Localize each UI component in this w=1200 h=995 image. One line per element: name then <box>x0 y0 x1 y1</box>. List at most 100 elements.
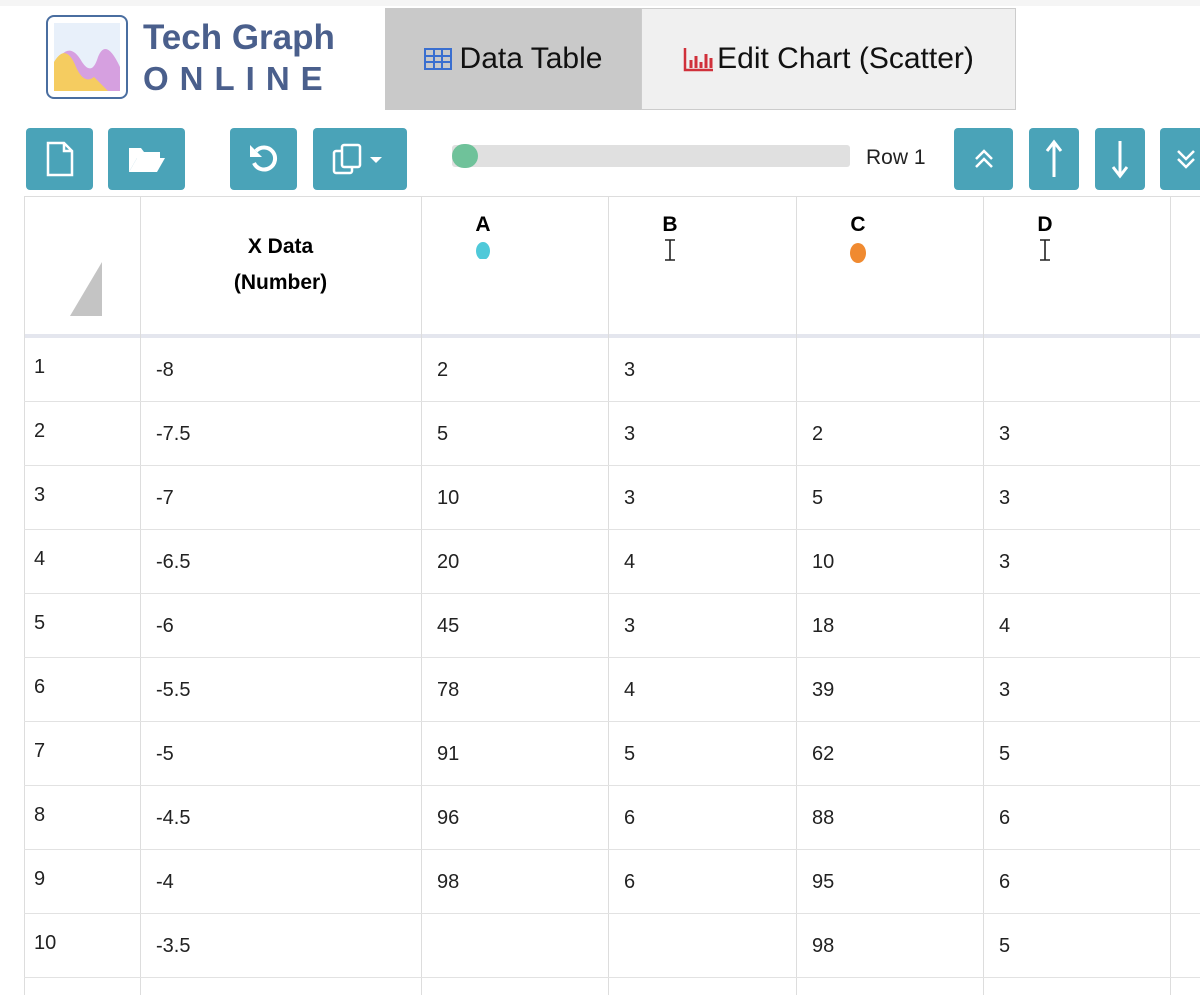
table-cell[interactable]: 18 <box>812 615 835 637</box>
header-label: A <box>475 213 491 236</box>
tab-label: Edit Chart (Scatter) <box>717 42 974 75</box>
row-border <box>24 657 1200 658</box>
icon <box>128 148 165 172</box>
icon <box>332 143 382 175</box>
row-number[interactable]: 1 <box>34 356 46 378</box>
table-cell[interactable]: -5 <box>156 743 174 765</box>
table-cell[interactable]: -6 <box>156 615 174 637</box>
table-cell[interactable]: 3 <box>624 615 636 637</box>
table-cell[interactable]: -7.5 <box>156 423 191 445</box>
table-cell[interactable]: 78 <box>437 679 460 701</box>
table-cell[interactable]: 3 <box>999 679 1011 701</box>
copy-button[interactable] <box>313 128 407 190</box>
undo-button[interactable] <box>230 128 297 190</box>
table-cell[interactable]: 62 <box>812 743 835 765</box>
row-number[interactable]: 4 <box>34 548 46 570</box>
table-cell[interactable]: 10 <box>812 551 835 573</box>
column-border <box>24 197 25 995</box>
header-label: B <box>662 213 678 236</box>
new-button[interactable] <box>26 128 93 190</box>
table-cell[interactable]: 4 <box>624 679 636 701</box>
row-number[interactable]: 2 <box>34 420 46 442</box>
table-cell[interactable]: -5.5 <box>156 679 191 701</box>
table-cell[interactable]: 98 <box>437 871 460 893</box>
column-header[interactable]: D <box>983 197 1107 336</box>
table-cell[interactable]: 5 <box>437 423 449 445</box>
table-cell[interactable]: 98 <box>812 935 835 957</box>
row-indicator: Row 1 <box>866 146 926 169</box>
table-cell[interactable]: 20 <box>437 551 460 573</box>
tab-data-table[interactable]: Data Table <box>385 8 641 110</box>
down-button[interactable] <box>1095 128 1145 190</box>
table-cell[interactable]: 6 <box>624 807 636 829</box>
logo-graphic <box>54 23 120 91</box>
row-number[interactable]: 6 <box>34 676 46 698</box>
table-cell[interactable]: -4.5 <box>156 807 191 829</box>
table-cell[interactable]: -6.5 <box>156 551 191 573</box>
row-number[interactable]: 3 <box>34 484 46 506</box>
row-border <box>24 593 1200 594</box>
column-header[interactable]: X Data (Number) <box>140 197 421 336</box>
table-cell[interactable]: 4 <box>999 615 1011 637</box>
first-row-button[interactable] <box>954 128 1013 190</box>
table-cell[interactable]: -3.5 <box>156 935 191 957</box>
column-border <box>421 197 422 995</box>
table-cell[interactable]: 3 <box>624 487 636 509</box>
column-header[interactable]: A <box>421 197 545 336</box>
table-cell[interactable]: 4 <box>624 551 636 573</box>
table-cell[interactable]: 5 <box>999 743 1011 765</box>
header-label: C <box>850 213 866 236</box>
table-cell[interactable]: 95 <box>812 871 835 893</box>
select-all-corner[interactable] <box>70 262 102 316</box>
table-cell[interactable]: 5 <box>812 487 824 509</box>
up-button[interactable] <box>1029 128 1079 190</box>
table-cell[interactable]: -4 <box>156 871 174 893</box>
row-slider[interactable] <box>452 144 850 168</box>
table-cell[interactable]: 6 <box>999 871 1011 893</box>
table-cell[interactable]: 5 <box>999 935 1011 957</box>
icon <box>249 145 277 172</box>
row-border <box>24 721 1200 722</box>
slider-knob[interactable] <box>452 144 478 168</box>
table-cell[interactable]: 91 <box>437 743 460 765</box>
table-cell[interactable]: 10 <box>437 487 460 509</box>
table-cell[interactable]: -7 <box>156 487 174 509</box>
row-border <box>24 529 1200 530</box>
table-cell[interactable]: 6 <box>999 807 1011 829</box>
table-cell[interactable]: 88 <box>812 807 835 829</box>
table-cell[interactable]: 96 <box>437 807 460 829</box>
tab-edit-chart[interactable]: Edit Chart (Scatter) <box>641 8 1016 110</box>
error-bar-icon <box>1040 239 1050 261</box>
row-border <box>24 401 1200 402</box>
table-cell[interactable]: 3 <box>999 551 1011 573</box>
table-cell[interactable]: 45 <box>437 615 460 637</box>
column-header[interactable]: C <box>796 197 920 336</box>
icon <box>974 149 993 168</box>
open-button[interactable] <box>108 128 185 190</box>
row-number[interactable]: 5 <box>34 612 46 634</box>
last-row-button[interactable] <box>1160 128 1200 190</box>
table-cell[interactable]: 3 <box>624 359 636 381</box>
table-cell[interactable]: 3 <box>999 487 1011 509</box>
row-number[interactable]: 7 <box>34 740 46 762</box>
table-cell[interactable]: -8 <box>156 359 174 381</box>
row-number[interactable]: 10 <box>34 932 57 954</box>
table-cell[interactable]: 6 <box>624 871 636 893</box>
table-cell[interactable]: 5 <box>624 743 636 765</box>
table-cell[interactable]: 3 <box>624 423 636 445</box>
icon <box>46 141 73 177</box>
row-border <box>24 785 1200 786</box>
table-cell[interactable]: 2 <box>437 359 449 381</box>
top-strip <box>0 0 1200 6</box>
column-border <box>796 197 797 995</box>
row-number[interactable]: 9 <box>34 868 46 890</box>
column-header[interactable]: B <box>608 197 732 336</box>
row-border <box>24 913 1200 914</box>
table-cell[interactable]: 2 <box>812 423 824 445</box>
row-number[interactable]: 8 <box>34 804 46 826</box>
table-cell[interactable]: 3 <box>999 423 1011 445</box>
table-cell[interactable]: 39 <box>812 679 835 701</box>
logo-icon[interactable] <box>46 15 128 99</box>
